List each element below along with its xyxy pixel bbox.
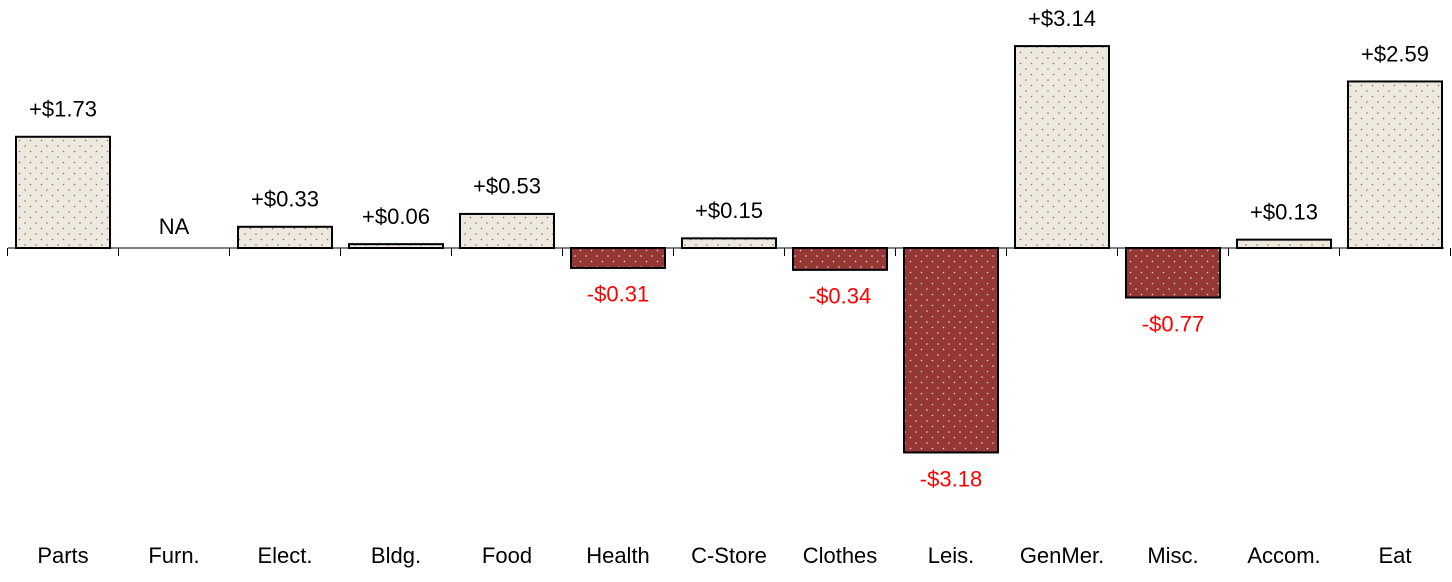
x-tick-label: Eat bbox=[1378, 543, 1411, 568]
x-tick-label: C-Store bbox=[691, 543, 767, 568]
x-tick-label: Bldg. bbox=[371, 543, 421, 568]
x-tick-label: Food bbox=[482, 543, 532, 568]
x-tick-label: Health bbox=[586, 543, 650, 568]
x-tick-label: Clothes bbox=[803, 543, 878, 568]
bar bbox=[1236, 238, 1332, 250]
bar bbox=[459, 212, 555, 250]
x-tick-label: Misc. bbox=[1147, 543, 1198, 568]
x-tick-label: GenMer. bbox=[1020, 543, 1104, 568]
bar bbox=[903, 247, 999, 454]
bar bbox=[15, 135, 111, 249]
bar bbox=[1125, 247, 1221, 299]
x-tick-label: Furn. bbox=[148, 543, 199, 568]
bar bbox=[237, 225, 333, 250]
bar bbox=[1014, 45, 1110, 249]
value-label: +$0.13 bbox=[1250, 199, 1318, 224]
x-tick-label: Leis. bbox=[928, 543, 974, 568]
value-label: +$2.59 bbox=[1361, 41, 1429, 66]
x-tick-label: Accom. bbox=[1247, 543, 1320, 568]
value-label: +$0.53 bbox=[473, 174, 541, 199]
bar bbox=[681, 237, 777, 249]
value-label: NA bbox=[159, 214, 190, 239]
x-tick-label: Parts bbox=[37, 543, 88, 568]
value-label: -$0.34 bbox=[809, 284, 871, 309]
value-label: -$0.31 bbox=[587, 282, 649, 307]
value-label: +$0.06 bbox=[362, 204, 430, 229]
value-label: +$3.14 bbox=[1028, 6, 1096, 31]
value-label: -$3.18 bbox=[920, 466, 982, 491]
value-label: -$0.77 bbox=[1142, 311, 1204, 336]
value-label: +$1.73 bbox=[29, 97, 97, 122]
bar bbox=[792, 247, 888, 271]
bar bbox=[1347, 80, 1443, 249]
bar bbox=[570, 247, 666, 269]
value-label: +$0.15 bbox=[695, 198, 763, 223]
value-label: +$0.33 bbox=[251, 187, 319, 212]
x-tick-label: Elect. bbox=[257, 543, 312, 568]
bar bbox=[348, 243, 444, 249]
